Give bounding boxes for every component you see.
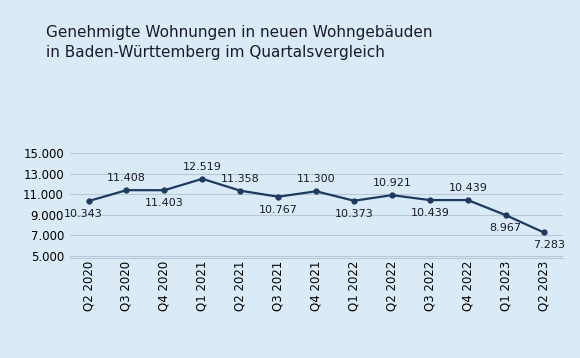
Text: 10.343: 10.343 <box>64 209 103 219</box>
Text: 10.439: 10.439 <box>448 183 487 193</box>
Text: 11.300: 11.300 <box>297 174 335 184</box>
Text: 12.519: 12.519 <box>183 162 222 172</box>
Text: 11.403: 11.403 <box>145 198 184 208</box>
Text: 10.373: 10.373 <box>335 209 374 219</box>
Text: 11.408: 11.408 <box>107 173 146 183</box>
Text: 8.967: 8.967 <box>490 223 522 233</box>
Text: Genehmigte Wohnungen in neuen Wohngebäuden
in Baden-Württemberg im Quartalsvergl: Genehmigte Wohnungen in neuen Wohngebäud… <box>46 25 433 60</box>
Text: 7.283: 7.283 <box>533 241 565 250</box>
Text: 11.358: 11.358 <box>221 174 260 184</box>
Text: 10.439: 10.439 <box>411 208 450 218</box>
Text: 10.767: 10.767 <box>259 205 298 215</box>
Text: 10.921: 10.921 <box>372 178 411 188</box>
